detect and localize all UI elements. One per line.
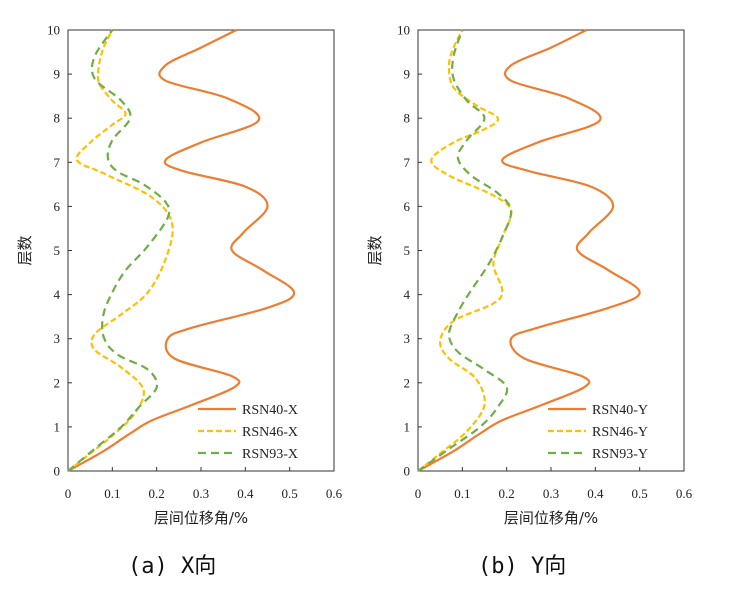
- legend-label: RSN93-Y: [592, 447, 648, 462]
- y-tick-label: 8: [54, 111, 61, 126]
- x-tick-label: 0.1: [104, 486, 120, 501]
- y-tick-label: 7: [404, 155, 411, 170]
- x-tick-label: 0.6: [326, 486, 343, 501]
- y-tick-label: 4: [404, 287, 411, 302]
- legend-label: RSN46-X: [242, 425, 298, 440]
- series-line-rsn40-y: [417, 29, 641, 472]
- y-tick-label: 10: [397, 23, 410, 38]
- y-tick-label: 0: [54, 464, 61, 479]
- x-tick-label: 0.5: [282, 486, 298, 501]
- y-tick-label: 7: [54, 155, 61, 170]
- x-axis-title: 层间位移角/%: [154, 509, 248, 527]
- x-tick-label: 0.3: [543, 486, 559, 501]
- y-tick-label: 3: [404, 331, 411, 346]
- caption-a: (a) X向: [128, 554, 217, 579]
- y-tick-label: 9: [404, 67, 411, 82]
- series-line-rsn93-y: [417, 29, 513, 472]
- x-tick-label: 0: [415, 486, 422, 501]
- series-line-rsn46-x: [67, 29, 174, 472]
- y-tick-label: 3: [54, 331, 61, 346]
- chart-panel-a: 0 1 2 3 4 5 6 7 8 9 10 0 0.1 0.2 0.3 0.4 0.5 0.6 层间位移角/% 层数…: [16, 23, 343, 528]
- x-tick-label: 0.4: [587, 486, 604, 501]
- x-tick-label: 0.1: [454, 486, 470, 501]
- series-line-rsn93-x: [67, 29, 171, 472]
- y-tick-label: 2: [404, 375, 411, 390]
- y-tick-label: 1: [54, 419, 61, 434]
- x-tick-label: 0: [65, 486, 72, 501]
- x-tick-label: 0.5: [632, 486, 648, 501]
- legend-label: RSN46-Y: [592, 425, 648, 440]
- legend-label: RSN40-X: [242, 403, 298, 418]
- x-tick-label: 0.6: [676, 486, 693, 501]
- y-tick-label: 5: [54, 243, 61, 258]
- y-axis-title: 层数: [16, 235, 34, 265]
- x-tick-label: 0.4: [237, 486, 254, 501]
- y-tick-label: 1: [404, 419, 411, 434]
- series-line-rsn40-x: [67, 29, 296, 472]
- y-tick-label: 6: [404, 199, 411, 214]
- x-tick-label: 0.2: [499, 486, 515, 501]
- x-tick-label: 0.2: [149, 486, 165, 501]
- y-tick-label: 0: [404, 464, 411, 479]
- legend-label: RSN93-X: [242, 447, 298, 462]
- y-tick-label: 5: [404, 243, 411, 258]
- y-tick-label: 4: [54, 287, 61, 302]
- chart-panel-b: 0 1 2 3 4 5 6 7 8 9 10 0 0.1 0.2 0.3 0.4 0.5 0.6 层间位移角/% 层数…: [366, 23, 693, 528]
- x-tick-label: 0.3: [193, 486, 209, 501]
- y-axis-title: 层数: [366, 235, 384, 265]
- y-tick-label: 10: [47, 23, 60, 38]
- y-tick-label: 6: [54, 199, 61, 214]
- y-tick-label: 8: [404, 111, 411, 126]
- y-tick-label: 9: [54, 67, 61, 82]
- y-tick-label: 2: [54, 375, 61, 390]
- x-axis-title: 层间位移角/%: [504, 509, 598, 527]
- caption-b: (b) Y向: [478, 554, 567, 579]
- legend-label: RSN40-Y: [592, 403, 648, 418]
